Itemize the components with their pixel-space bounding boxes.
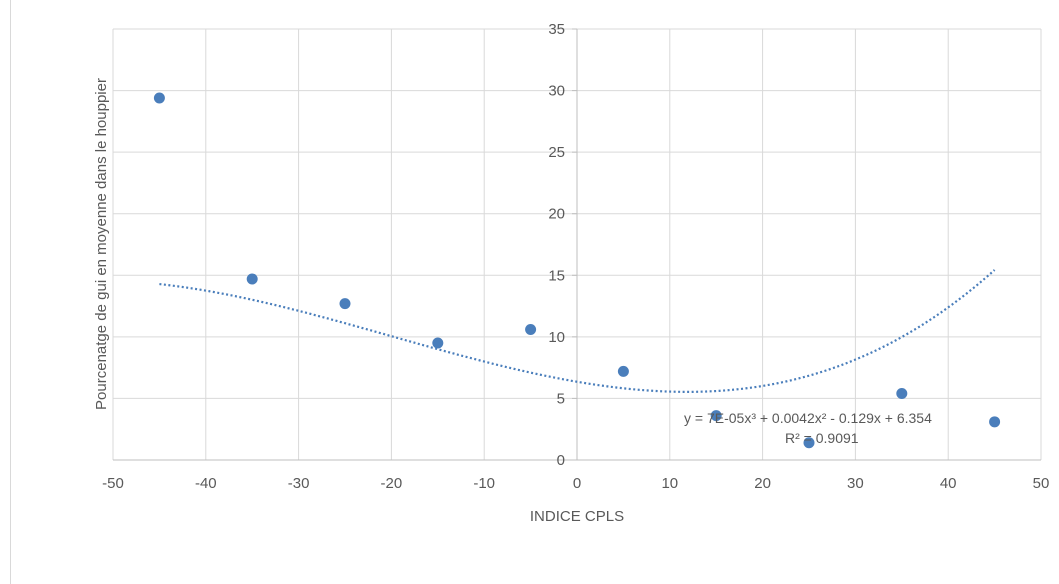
data-point	[339, 298, 351, 310]
y-axis-title: Pourcenatge de gui en moyenne dans le ho…	[93, 78, 110, 410]
data-point	[989, 416, 1001, 428]
y-tick-label: 30	[548, 83, 565, 100]
y-tick-label: 0	[557, 452, 565, 469]
y-tick-label: 35	[548, 21, 565, 38]
y-tick-label: 25	[548, 144, 565, 161]
x-axis-title: INDICE CPLS	[530, 508, 624, 525]
trendline	[159, 269, 996, 393]
x-tick-label: 0	[573, 475, 581, 492]
x-tick-label: 30	[847, 475, 864, 492]
y-tick-label: 20	[548, 206, 565, 223]
x-tick-label: -10	[473, 475, 495, 492]
x-tick-label: -40	[195, 475, 217, 492]
x-tick-label: -50	[102, 475, 124, 492]
data-point	[803, 437, 815, 449]
frame-left-border	[10, 0, 11, 584]
trendline-r-squared: R² = 0.9091	[785, 430, 859, 446]
x-tick-label: -30	[288, 475, 310, 492]
data-point	[896, 388, 908, 400]
x-tick-label: 10	[661, 475, 678, 492]
trendline-equation: y = 7E-05x³ + 0.0042x² - 0.129x + 6.354	[684, 410, 932, 426]
trendline-curve	[159, 269, 996, 393]
x-tick-label: 50	[1033, 475, 1050, 492]
data-point	[432, 337, 444, 349]
x-tick-label: 40	[940, 475, 957, 492]
data-point	[525, 323, 537, 335]
data-points	[153, 92, 1001, 449]
axes	[113, 28, 1041, 461]
y-tick-label: 5	[557, 390, 565, 407]
x-tick-label: 20	[754, 475, 771, 492]
x-tick-label: -20	[381, 475, 403, 492]
tick-labels: -50 -40 -30 -20 -10 0 10 20 30 40 50 0 5 10 15 20 25 30 35	[102, 21, 1049, 492]
data-point	[617, 365, 629, 377]
y-tick-label: 15	[548, 267, 565, 284]
data-point	[153, 92, 165, 104]
data-point	[246, 273, 258, 285]
data-point	[710, 410, 722, 422]
y-tick-label: 10	[548, 329, 565, 346]
